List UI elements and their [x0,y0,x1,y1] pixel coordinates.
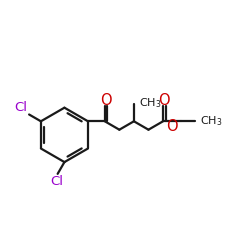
Text: O: O [166,119,177,134]
Text: CH$_3$: CH$_3$ [200,114,223,128]
Text: CH$_3$: CH$_3$ [139,96,162,110]
Text: O: O [100,93,112,108]
Text: O: O [158,93,170,108]
Text: Cl: Cl [51,175,64,188]
Text: Cl: Cl [14,100,27,114]
